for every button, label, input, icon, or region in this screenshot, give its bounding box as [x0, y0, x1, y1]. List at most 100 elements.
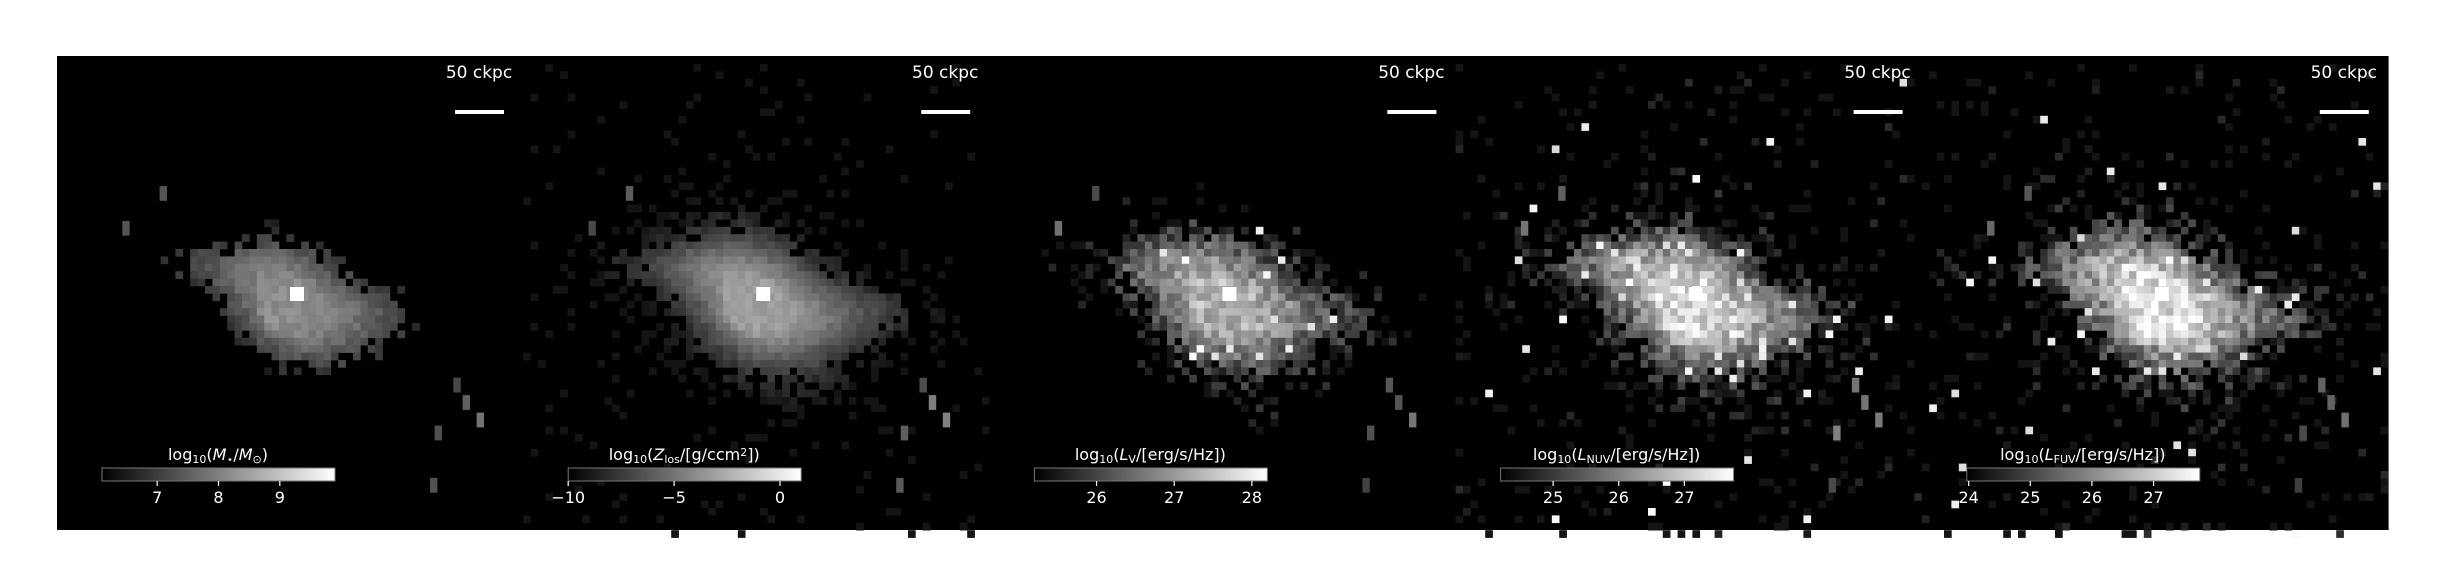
- heatmap-pixel: [826, 189, 835, 198]
- heatmap-pixel: [1714, 530, 1723, 538]
- heatmap-pixel: [1344, 345, 1353, 353]
- heatmap-pixel: [1759, 212, 1767, 220]
- heatmap-pixel: [1611, 249, 1619, 257]
- heatmap-pixel: [1744, 323, 1752, 331]
- heatmap-pixel: [2129, 293, 2137, 302]
- heatmap-pixel: [316, 293, 324, 302]
- heatmap-pixel: [1248, 308, 1257, 316]
- heatmap-pixel: [597, 241, 605, 250]
- heatmap-pixel: [1677, 345, 1686, 353]
- heatmap-pixel: [2092, 152, 2100, 161]
- heatmap-pixel: [1174, 300, 1183, 309]
- heatmap-pixel: [1603, 256, 1612, 265]
- heatmap-pixel: [1633, 182, 1641, 191]
- heatmap-pixel: [693, 315, 702, 324]
- heatmap-pixel: [2062, 404, 2071, 413]
- heatmap-pixel: [190, 256, 198, 265]
- heatmap-pixel: [2151, 278, 2159, 287]
- heatmap-pixel: [2314, 308, 2322, 316]
- heatmap-pixel: [2136, 330, 2145, 339]
- heatmap-pixel: [2106, 167, 2115, 176]
- heatmap-pixel: [2055, 278, 2063, 287]
- heatmap-pixel: [937, 360, 946, 368]
- heatmap-pixel: [2166, 249, 2174, 257]
- heatmap-pixel: [242, 300, 250, 309]
- heatmap-pixel: [1736, 278, 1745, 287]
- heatmap-pixel: [1588, 352, 1597, 361]
- heatmap-pixel: [1936, 278, 1945, 287]
- heatmap-pixel: [774, 271, 783, 279]
- heatmap-pixel: [2143, 352, 2152, 361]
- heatmap-pixel: [797, 323, 805, 331]
- heatmap-pixel: [1625, 271, 1634, 279]
- heatmap-pixel: [1278, 308, 1286, 316]
- heatmap-pixel: [2240, 256, 2248, 265]
- heatmap-pixel: [1085, 241, 1094, 250]
- heatmap-pixel: [1625, 226, 1634, 235]
- heatmap-pixel: [819, 367, 827, 376]
- heatmap-pixel: [663, 271, 672, 279]
- heatmap-pixel: [2240, 352, 2248, 361]
- heatmap-pixel: [789, 300, 798, 309]
- heatmap-pixel: [308, 337, 317, 346]
- heatmap-pixel: [1677, 352, 1686, 361]
- heatmap-pixel: [2099, 271, 2108, 279]
- heatmap-pixel: [2166, 352, 2174, 361]
- heatmap-pixel: [2136, 360, 2145, 368]
- heatmap-pixel: [1596, 271, 1604, 279]
- heatmap-pixel: [863, 471, 872, 479]
- heatmap-pixel: [2069, 204, 2078, 213]
- heatmap-pixel: [663, 278, 672, 287]
- heatmap-pixel: [1907, 360, 1915, 368]
- heatmap-pixel: [1899, 175, 1908, 183]
- heatmap-pixel: [1174, 308, 1183, 316]
- heatmap-pixel: [2047, 271, 2056, 279]
- heatmap-pixel: [1988, 263, 1997, 272]
- heatmap-pixel: [2217, 441, 2226, 450]
- heatmap-pixel: [1714, 323, 1723, 331]
- heatmap-pixel: [2247, 367, 2256, 376]
- heatmap-pixel: [811, 397, 820, 405]
- heatmap-pixel: [1611, 300, 1619, 309]
- heatmap-pixel: [797, 219, 805, 228]
- heatmap-pixel: [367, 286, 376, 294]
- heatmap-pixel: [952, 404, 961, 413]
- heatmap-pixel: [1226, 300, 1234, 309]
- heatmap-pixel: [1329, 293, 1338, 302]
- heatmap-pixel: [1137, 315, 1146, 324]
- heatmap-pixel: [767, 197, 776, 205]
- heatmap-pixel: [2232, 367, 2241, 376]
- heatmap-pixel: [2092, 241, 2100, 250]
- heatmap-pixel: [1278, 352, 1286, 361]
- heatmap-pixel: [693, 434, 702, 442]
- heatmap-pixel: [1855, 478, 1863, 487]
- heatmap-pixel: [1270, 337, 1279, 346]
- heatmap-pixel: [2166, 315, 2174, 324]
- heatmap-pixel: [552, 145, 561, 154]
- heatmap-pixel: [219, 263, 228, 272]
- heatmap-pixel: [737, 382, 746, 390]
- heatmap-pixel: [2314, 286, 2322, 294]
- heatmap-pixel: [227, 286, 235, 294]
- heatmap-pixel: [330, 256, 339, 265]
- heatmap-pixel: [1255, 271, 1264, 279]
- heatmap-pixel: [1751, 374, 1760, 383]
- heatmap-pixel: [1625, 441, 1634, 450]
- heatmap-pixel: [804, 308, 813, 316]
- heatmap-pixel: [1759, 271, 1767, 279]
- heatmap-pixel: [1492, 189, 1501, 198]
- heatmap-pixel: [1218, 204, 1227, 213]
- heatmap-pixel: [1714, 337, 1723, 346]
- heatmap-pixel: [2336, 352, 2344, 361]
- heatmap-pixel: [782, 337, 790, 346]
- heatmap-pixel: [2262, 367, 2270, 376]
- heatmap-pixel: [1315, 389, 1323, 398]
- heatmap-pixel: [626, 315, 635, 324]
- heatmap-pixel: [723, 293, 731, 302]
- heatmap-pixel: [1685, 271, 1693, 279]
- heatmap-pixel: [723, 323, 731, 331]
- heatmap-pixel: [1736, 389, 1745, 398]
- heatmap-pixel: [782, 374, 790, 383]
- heatmap-pixel: [1611, 263, 1619, 272]
- heatmap-pixel: [1514, 226, 1523, 235]
